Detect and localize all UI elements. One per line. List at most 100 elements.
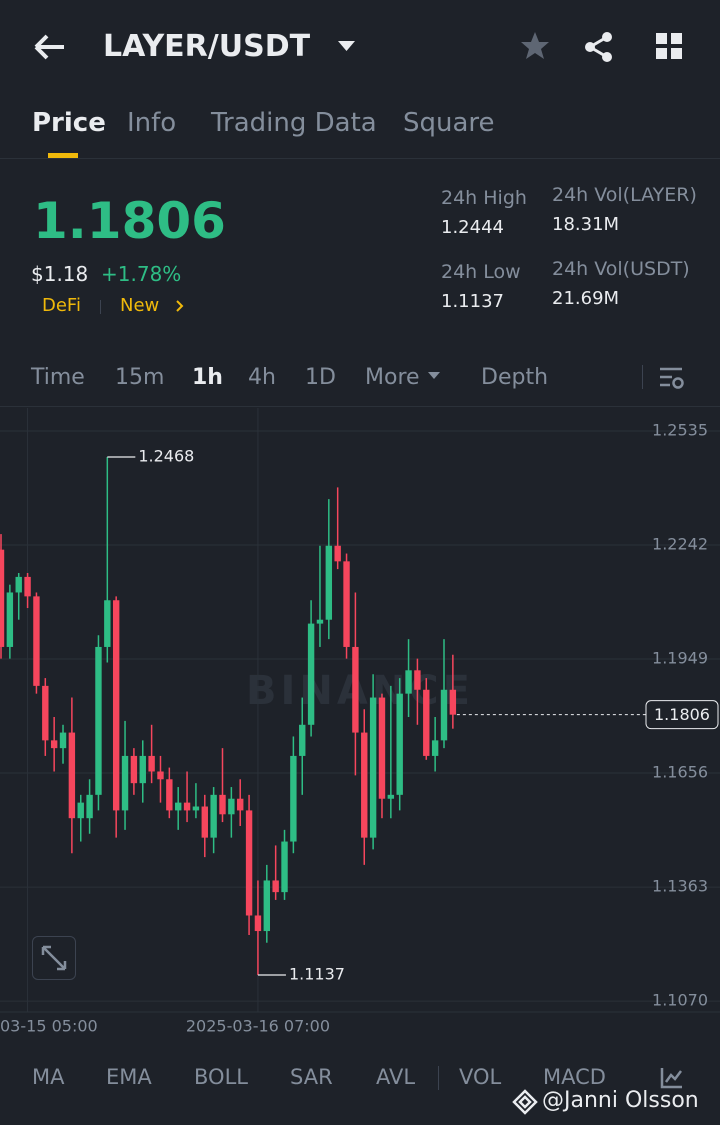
chevron bbox=[176, 300, 184, 312]
candle-body bbox=[405, 670, 412, 694]
dropdown bbox=[428, 372, 440, 379]
tab[interactable]: Square bbox=[403, 108, 495, 138]
candle-body bbox=[6, 592, 14, 647]
x-tick-label: 2025-03-16 07:00 bbox=[186, 1017, 330, 1036]
separator bbox=[100, 300, 101, 314]
candle-body bbox=[192, 806, 200, 811]
chart-type-icon[interactable] bbox=[660, 1066, 684, 1090]
y-tick-label: 1.1070 bbox=[652, 991, 708, 1010]
interval[interactable]: 1h bbox=[192, 365, 223, 390]
tag[interactable]: DeFi bbox=[42, 295, 81, 316]
y-tick-label: 1.1656 bbox=[652, 763, 708, 782]
stat-value: 21.69M bbox=[552, 288, 620, 309]
candlestick-chart: BINANCE 1.2535 1.2242 1.1949 1.1656 1.1363 1.… bbox=[0, 408, 720, 1036]
candle-body bbox=[24, 576, 31, 597]
candle-body bbox=[139, 755, 146, 784]
interval[interactable]: 4h bbox=[248, 365, 276, 390]
separator bbox=[642, 365, 643, 389]
expand-button[interactable] bbox=[32, 936, 76, 980]
candle-body bbox=[210, 794, 217, 838]
candle-body bbox=[423, 689, 430, 756]
last-price-label: 1.1806 bbox=[654, 705, 710, 724]
pair-title[interactable]: LAYER/USDT bbox=[103, 29, 311, 64]
interval[interactable]: Time bbox=[31, 365, 85, 390]
pair-dropdown[interactable] bbox=[336, 38, 358, 54]
candle-body bbox=[449, 689, 457, 715]
y-tick-label: 1.1363 bbox=[652, 877, 708, 896]
interval[interactable]: 15m bbox=[115, 365, 165, 390]
candle-body bbox=[183, 802, 191, 811]
candle-body bbox=[387, 794, 395, 799]
indicator[interactable]: EMA bbox=[106, 1065, 152, 1089]
candle-body bbox=[15, 576, 22, 593]
candle-body bbox=[50, 740, 58, 749]
marker-label: 1.2468 bbox=[138, 447, 194, 466]
candle-body bbox=[68, 732, 76, 819]
favorite-icon[interactable] bbox=[519, 30, 551, 62]
watermark: @Janni Olsson bbox=[542, 1088, 699, 1113]
candle-body bbox=[166, 779, 173, 811]
candle-body bbox=[42, 685, 49, 741]
candle-body bbox=[369, 697, 377, 838]
candle-body bbox=[86, 794, 93, 819]
candle-body bbox=[414, 670, 421, 690]
indicator[interactable]: BOLL bbox=[194, 1065, 248, 1089]
chart-watermark: BINANCE bbox=[246, 668, 474, 714]
candle-body bbox=[201, 806, 208, 838]
candle-body bbox=[104, 600, 111, 647]
y-tick-label: 1.1949 bbox=[652, 649, 708, 668]
stat-label: 24h Low bbox=[441, 261, 521, 283]
indicator[interactable]: SAR bbox=[290, 1065, 333, 1089]
candle-body bbox=[272, 880, 279, 893]
candle-body bbox=[77, 802, 84, 819]
candle-body bbox=[148, 755, 155, 772]
watermark-logo bbox=[512, 1089, 538, 1115]
last-price-tag bbox=[645, 700, 719, 730]
tab[interactable]: Info bbox=[127, 108, 177, 138]
interval[interactable]: More bbox=[365, 365, 420, 390]
candle-body bbox=[352, 646, 359, 733]
candle-body bbox=[343, 561, 350, 647]
stat-value: 1.1137 bbox=[441, 291, 504, 312]
candle-body bbox=[431, 740, 439, 756]
y-tick-label: 1.2242 bbox=[652, 534, 708, 553]
indicator[interactable]: AVL bbox=[376, 1065, 416, 1089]
candle-body bbox=[59, 732, 67, 749]
candle-body bbox=[299, 724, 306, 756]
grid-icon[interactable] bbox=[656, 33, 684, 61]
tab-indicator bbox=[48, 153, 78, 158]
candle-body bbox=[175, 802, 182, 811]
candle-body bbox=[254, 915, 262, 932]
tag[interactable]: New bbox=[120, 295, 160, 316]
candle-body bbox=[396, 693, 403, 795]
separator bbox=[438, 1066, 439, 1090]
stat-label: 24h Vol(USDT) bbox=[552, 258, 690, 280]
indicator[interactable]: VOL bbox=[459, 1065, 502, 1089]
candle-body bbox=[440, 689, 448, 741]
indicator[interactable]: MACD bbox=[543, 1065, 606, 1089]
y-tick-label: 1.2535 bbox=[652, 420, 708, 439]
interval[interactable]: 1D bbox=[305, 365, 336, 390]
candle-body bbox=[95, 646, 102, 795]
price-change: +1.78% bbox=[101, 262, 182, 286]
candle-body bbox=[245, 810, 253, 916]
candle-body bbox=[325, 545, 333, 620]
settings-icon[interactable] bbox=[658, 366, 686, 390]
candle-body bbox=[307, 623, 315, 725]
candle-body bbox=[228, 798, 235, 815]
candle-body bbox=[361, 732, 368, 838]
back-button[interactable] bbox=[30, 30, 70, 64]
share-icon[interactable] bbox=[583, 30, 615, 64]
interval[interactable]: Depth bbox=[481, 365, 549, 390]
stat-value: 18.31M bbox=[552, 214, 620, 235]
indicator[interactable]: MA bbox=[32, 1065, 65, 1089]
tab[interactable]: Price bbox=[32, 108, 106, 138]
stat-label: 24h Vol(LAYER) bbox=[552, 184, 697, 206]
candle-body bbox=[316, 619, 324, 624]
stat-label: 24h High bbox=[441, 187, 527, 209]
candle-body bbox=[112, 600, 120, 811]
candle-body bbox=[281, 841, 288, 893]
candle-body bbox=[334, 545, 341, 562]
marker-label: 1.1137 bbox=[289, 965, 345, 984]
tab[interactable]: Trading Data bbox=[211, 108, 377, 138]
